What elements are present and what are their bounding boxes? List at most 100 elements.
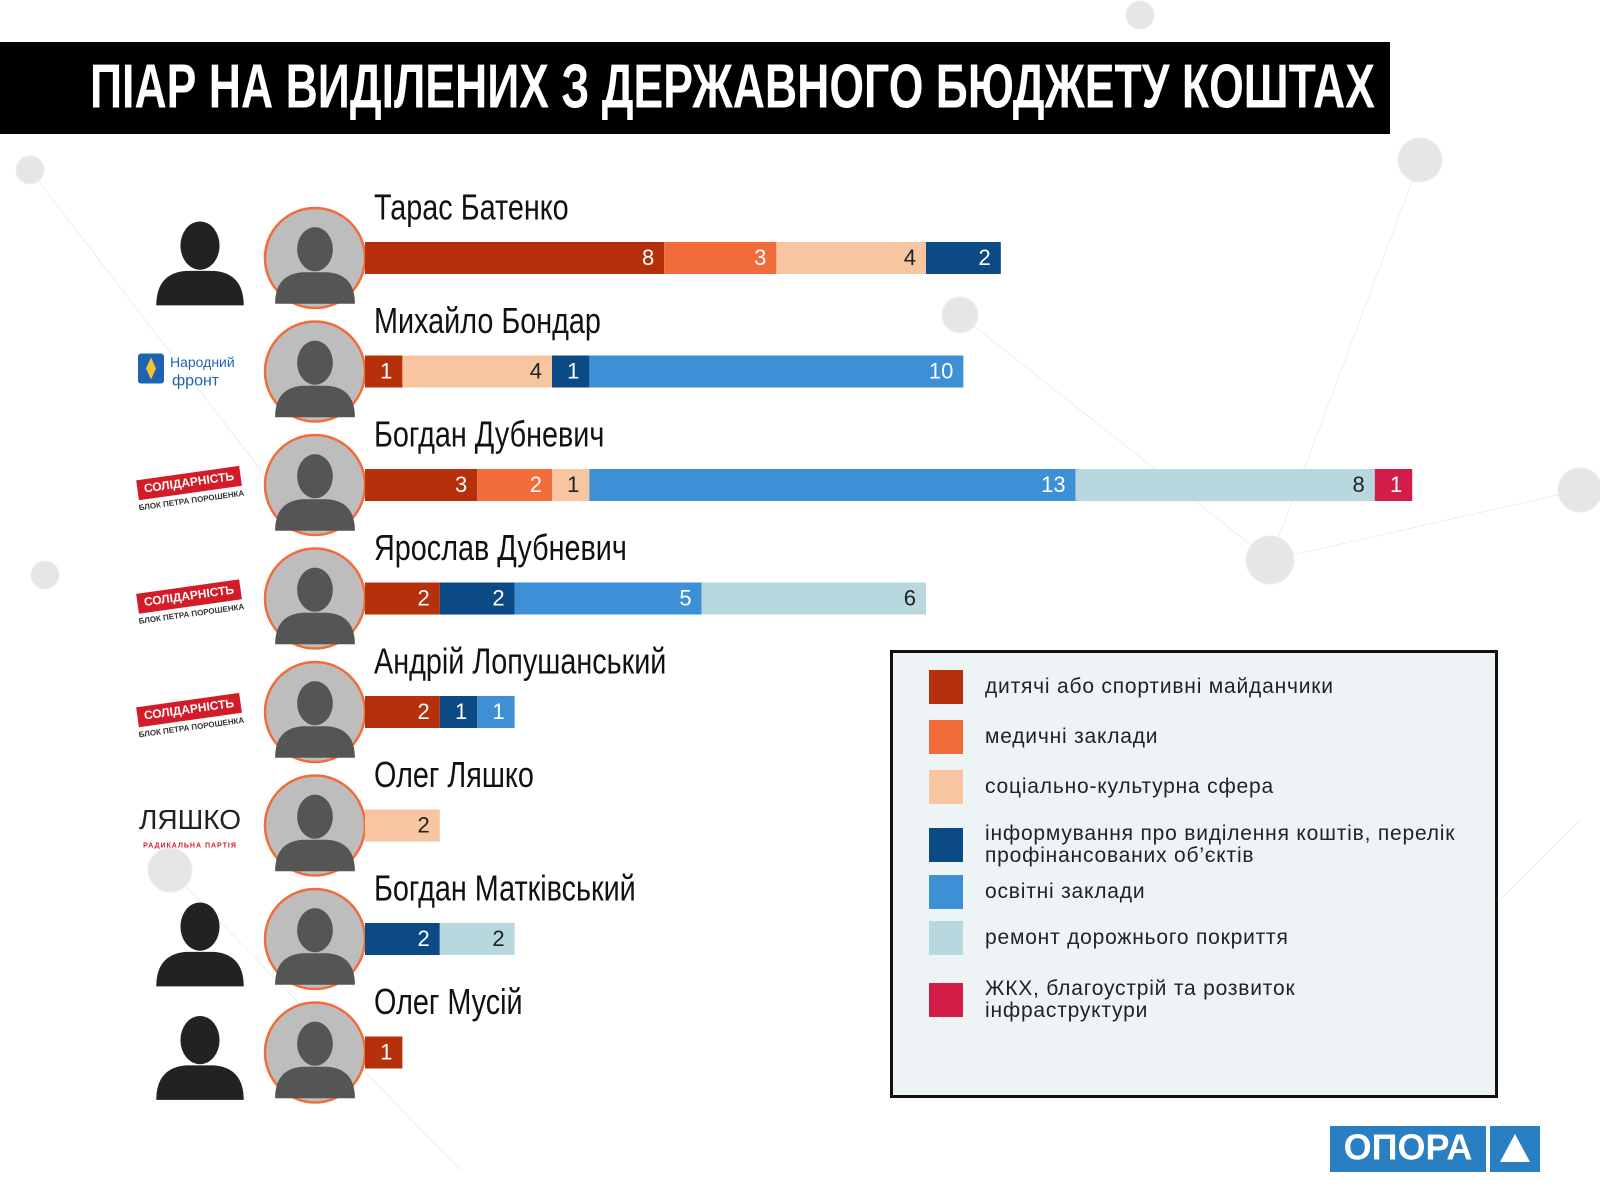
person-head [180, 902, 220, 951]
bar-segment [664, 242, 777, 274]
person-body [275, 612, 355, 645]
bar-segment [552, 469, 590, 501]
legend: дитячі або спортивні майданчики медичні з… [890, 650, 1498, 1098]
value-label: 8 [1353, 472, 1365, 497]
person-icon [275, 567, 355, 645]
party-banner [136, 465, 242, 501]
person-icon [275, 340, 355, 418]
legend-label: освітні заклади [985, 880, 1146, 903]
bar-segment [439, 923, 515, 955]
bar-segment [365, 355, 403, 388]
value-label: 2 [418, 812, 430, 837]
person-body [275, 1066, 355, 1099]
bar-segment [365, 1036, 403, 1069]
bar-segment [1075, 469, 1375, 501]
legend-swatch [929, 921, 963, 955]
bar-segment [477, 469, 552, 501]
person-head [297, 1021, 333, 1066]
person-name: Олег Мусій [374, 981, 523, 1022]
person-name: Михайло Бондар [374, 300, 601, 341]
bar-segment [477, 696, 515, 728]
person-icon [275, 794, 355, 872]
party-name: Народний [170, 354, 235, 370]
bar-segment [589, 469, 1076, 501]
person-head [297, 908, 333, 953]
value-label: 3 [754, 245, 766, 270]
legend-label: соціально-культурна сфера [985, 775, 1274, 798]
legend-label: дитячі або спортивні майданчики [985, 675, 1334, 698]
bar-segment [776, 242, 926, 274]
value-label: 1 [492, 699, 504, 724]
bar-segment [439, 582, 515, 615]
person-name: Тарас Батенко [374, 186, 569, 227]
legend-swatch [929, 770, 963, 804]
party-banner [136, 692, 242, 728]
legend-label: медичні заклади [985, 725, 1159, 748]
person-head [297, 794, 333, 839]
party-emblem-star [146, 357, 156, 380]
person-icon [275, 454, 355, 531]
bar-segment [514, 582, 702, 615]
value-label: 2 [492, 926, 504, 951]
value-label: 10 [929, 358, 953, 383]
person-body [275, 499, 355, 531]
person-name: Богдан Матківський [374, 867, 636, 908]
legend-item: ЖКХ, благоустрій та розвиток інфраструкт… [929, 978, 1465, 1022]
value-label: 8 [642, 245, 654, 270]
value-label: 4 [530, 358, 542, 383]
value-label: 6 [904, 585, 916, 610]
value-label: 5 [679, 585, 691, 610]
party-name: фронт [172, 373, 220, 390]
person-body [275, 272, 355, 304]
legend-item: соціально-культурна сфера [929, 770, 1465, 804]
value-label: 2 [979, 245, 991, 270]
legend-swatch [929, 828, 963, 862]
bar-segment [365, 696, 440, 728]
bar-segment [365, 242, 665, 274]
person-icon [275, 681, 355, 758]
person-icon [275, 227, 355, 304]
person-name: Богдан Дубневич [374, 413, 604, 454]
person-name: Ярослав Дубневич [374, 527, 627, 568]
value-label: 1 [455, 699, 467, 724]
person-body [275, 953, 355, 985]
person-head [297, 567, 333, 612]
person-body [275, 385, 355, 418]
bar-segment [701, 582, 926, 615]
brand-logo: ОПОРА [1330, 1126, 1540, 1172]
value-label: 4 [904, 245, 916, 270]
chart-title: ПІАР НА ВИДІЛЕНИХ З ДЕРЖАВНОГО БЮДЖЕТУ К… [90, 52, 1375, 121]
value-label: 1 [567, 358, 579, 383]
person-body [156, 951, 244, 987]
person-head [297, 681, 333, 726]
person-head [297, 227, 333, 272]
legend-swatch [929, 720, 963, 754]
legend-item: інформування про виділення коштів, перел… [929, 823, 1465, 867]
bar-segment [365, 469, 478, 501]
person-head [297, 454, 333, 499]
legend-item: медичні заклади [929, 720, 1465, 754]
value-label: 2 [492, 585, 504, 610]
title-bar [0, 42, 1390, 134]
value-label: 2 [418, 699, 430, 724]
person-head [297, 340, 333, 385]
value-label: 13 [1041, 472, 1065, 497]
bar-segment [439, 696, 478, 728]
party-name: ЛЯШКО [139, 804, 241, 835]
person-head [180, 1015, 220, 1065]
value-label: 1 [380, 1039, 392, 1064]
person-name: Андрій Лопушанський [374, 640, 666, 681]
legend-item: ремонт дорожнього покриття [929, 921, 1465, 955]
bar-segment [1374, 469, 1413, 501]
value-label: 1 [567, 472, 579, 497]
party-subtitle: РАДИКАЛЬНА ПАРТІЯ [143, 842, 237, 849]
bar-segment [552, 355, 590, 388]
value-label: 1 [1390, 472, 1402, 497]
bar-segment [402, 355, 552, 388]
value-label: 2 [418, 585, 430, 610]
person-icon [156, 1015, 244, 1100]
